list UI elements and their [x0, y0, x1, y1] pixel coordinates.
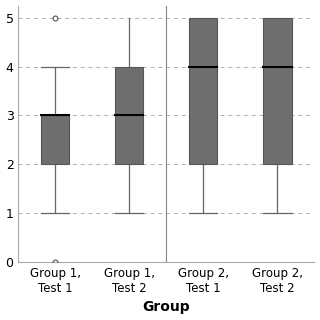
FancyBboxPatch shape	[189, 18, 218, 164]
X-axis label: Group: Group	[143, 300, 190, 315]
FancyBboxPatch shape	[263, 18, 292, 164]
FancyBboxPatch shape	[41, 116, 69, 164]
FancyBboxPatch shape	[116, 67, 143, 164]
